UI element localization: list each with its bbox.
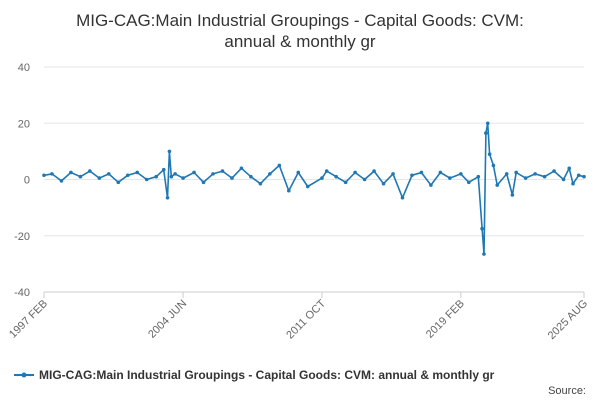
data-point[interactable]: [480, 226, 484, 231]
data-point[interactable]: [484, 131, 488, 135]
y-tick-label: -40: [14, 287, 30, 299]
data-point[interactable]: [97, 176, 102, 180]
x-axis: 1997 FEB 2004 JUN 2011 OCT 2019 FEB 2025 AUG: [7, 291, 590, 342]
source-label: Source:: [548, 385, 586, 397]
data-point[interactable]: [552, 169, 556, 173]
data-point[interactable]: [381, 181, 386, 186]
x-tick-label: 1997 FEB: [7, 298, 50, 341]
data-point[interactable]: [324, 169, 329, 173]
x-tick-label: 2019 FEB: [424, 298, 467, 341]
data-point[interactable]: [50, 172, 54, 176]
data-point[interactable]: [201, 180, 206, 185]
chart-title-line-1: MIG-CAG:Main Industrial Groupings - Capi…: [76, 11, 524, 30]
data-point[interactable]: [514, 170, 518, 175]
data-point[interactable]: [343, 180, 348, 185]
y-tick-label: 20: [18, 118, 30, 130]
data-point[interactable]: [277, 163, 282, 168]
data-point[interactable]: [305, 184, 310, 189]
data-point[interactable]: [78, 174, 83, 179]
data-point[interactable]: [448, 176, 452, 180]
data-point[interactable]: [429, 183, 433, 187]
data-point[interactable]: [59, 179, 64, 183]
y-tick-label: 40: [18, 62, 30, 74]
data-point[interactable]: [523, 176, 528, 180]
data-point[interactable]: [211, 172, 215, 176]
legend[interactable]: MIG-CAG:Main Industrial Groupings - Capi…: [14, 368, 495, 382]
data-point[interactable]: [69, 170, 73, 175]
data-point[interactable]: [491, 163, 496, 168]
data-point[interactable]: [173, 172, 177, 176]
data-point[interactable]: [576, 173, 581, 178]
data-point[interactable]: [268, 172, 272, 176]
data-point[interactable]: [542, 174, 547, 179]
data-point[interactable]: [391, 172, 395, 176]
x-tick-label: 2025 AUG: [546, 298, 590, 342]
data-point[interactable]: [372, 169, 376, 173]
data-point[interactable]: [230, 176, 234, 180]
data-point[interactable]: [419, 170, 424, 175]
data-point[interactable]: [258, 181, 263, 186]
data-point[interactable]: [249, 174, 253, 179]
data-point[interactable]: [239, 166, 244, 171]
y-tick-label: -20: [14, 231, 30, 243]
data-point[interactable]: [135, 170, 140, 175]
data-point[interactable]: [296, 170, 301, 175]
data-point[interactable]: [334, 174, 338, 179]
data-point[interactable]: [410, 173, 414, 178]
data-point[interactable]: [320, 176, 324, 180]
data-point[interactable]: [192, 170, 196, 175]
data-point[interactable]: [169, 174, 174, 179]
data-point[interactable]: [438, 170, 443, 175]
data-point[interactable]: [510, 193, 515, 197]
data-point[interactable]: [107, 172, 111, 176]
data-point[interactable]: [582, 174, 586, 179]
data-point[interactable]: [287, 188, 291, 193]
data-point[interactable]: [459, 172, 463, 176]
data-point[interactable]: [88, 169, 92, 173]
data-point[interactable]: [533, 172, 537, 176]
legend-series-label[interactable]: MIG-CAG:Main Industrial Groupings - Capi…: [39, 368, 495, 382]
plot-area: [42, 121, 586, 256]
y-tick-label: 0: [24, 175, 30, 187]
data-point[interactable]: [116, 180, 121, 185]
x-tick-label: 2004 JUN: [146, 298, 189, 341]
data-point[interactable]: [495, 183, 500, 187]
data-point[interactable]: [220, 169, 225, 173]
y-axis: -40 -20 0 20 40: [14, 62, 30, 299]
grid: [44, 66, 584, 293]
data-point[interactable]: [181, 176, 185, 180]
data-point[interactable]: [167, 149, 172, 154]
data-point[interactable]: [154, 174, 158, 179]
legend-marker-dot: [21, 372, 27, 378]
data-point[interactable]: [42, 173, 46, 178]
data-point[interactable]: [485, 121, 490, 126]
data-point[interactable]: [476, 174, 481, 179]
series-line: [43, 122, 585, 255]
data-point[interactable]: [144, 177, 149, 182]
data-point[interactable]: [561, 177, 566, 182]
chart-title-line-2: annual & monthly gr: [224, 32, 376, 51]
data-point[interactable]: [362, 177, 367, 182]
data-point[interactable]: [571, 181, 575, 186]
data-point[interactable]: [353, 170, 357, 175]
data-point[interactable]: [567, 166, 572, 171]
data-point[interactable]: [165, 195, 170, 200]
data-point[interactable]: [125, 173, 130, 178]
data-point[interactable]: [400, 195, 405, 200]
data-point[interactable]: [161, 167, 166, 172]
data-point[interactable]: [487, 152, 492, 156]
x-tick-label: 2011 OCT: [284, 297, 328, 341]
data-point[interactable]: [482, 252, 486, 256]
data-point[interactable]: [504, 172, 509, 176]
data-point[interactable]: [467, 180, 471, 185]
